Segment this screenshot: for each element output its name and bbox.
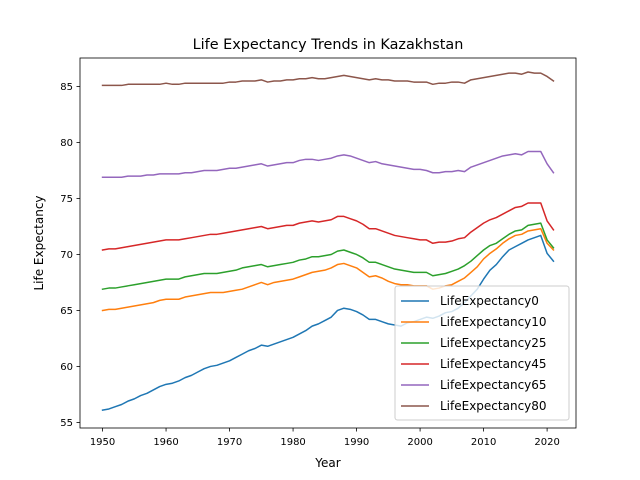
- legend-label-lifeexpectancy10: LifeExpectancy10: [440, 315, 547, 329]
- x-tick-label: 1970: [217, 437, 242, 448]
- series-line-lifeexpectancy45: [101, 202, 555, 251]
- y-axis: 55 60 65 70 75 80 85: [60, 82, 80, 429]
- y-tick-label: 55: [60, 418, 73, 429]
- y-axis-label: Life Expectancy: [32, 195, 46, 290]
- legend-label-lifeexpectancy80: LifeExpectancy80: [440, 399, 547, 413]
- x-tick-label: 1960: [153, 437, 178, 448]
- series-line-lifeexpectancy10: [101, 227, 555, 312]
- y-tick-label: 75: [60, 194, 73, 205]
- legend-label-lifeexpectancy65: LifeExpectancy65: [440, 378, 547, 392]
- x-tick-label: 1990: [344, 437, 369, 448]
- series-line-lifeexpectancy80: [101, 71, 555, 87]
- x-tick-label: 2010: [471, 437, 496, 448]
- series-layer: [101, 71, 555, 411]
- legend: LifeExpectancy0 LifeExpectancy10 LifeExpec…: [394, 285, 570, 421]
- y-tick-label: 60: [60, 362, 73, 373]
- plot-frame: [79, 57, 577, 429]
- chart-title: Life Expectancy Trends in Kazakhstan: [193, 37, 464, 53]
- x-axis-label: Year: [314, 456, 340, 470]
- x-tick-label: 2020: [534, 437, 559, 448]
- series-line-lifeexpectancy25: [101, 222, 555, 291]
- series-line-lifeexpectancy65: [101, 150, 555, 178]
- legend-label-lifeexpectancy25: LifeExpectancy25: [440, 336, 547, 350]
- y-tick-label: 70: [60, 250, 73, 261]
- y-tick-label: 80: [60, 138, 73, 149]
- legend-label-lifeexpectancy0: LifeExpectancy0: [440, 294, 539, 308]
- legend-label-lifeexpectancy45: LifeExpectancy45: [440, 357, 547, 371]
- x-tick-label: 2000: [407, 437, 432, 448]
- x-tick-label: 1980: [280, 437, 305, 448]
- legend-box: [394, 285, 570, 421]
- y-tick-label: 65: [60, 306, 73, 317]
- y-tick-label: 85: [60, 82, 73, 93]
- x-axis: 1950 1960 1970 1980 1990 2000 2010 2020: [90, 428, 560, 448]
- x-tick-label: 1950: [90, 437, 115, 448]
